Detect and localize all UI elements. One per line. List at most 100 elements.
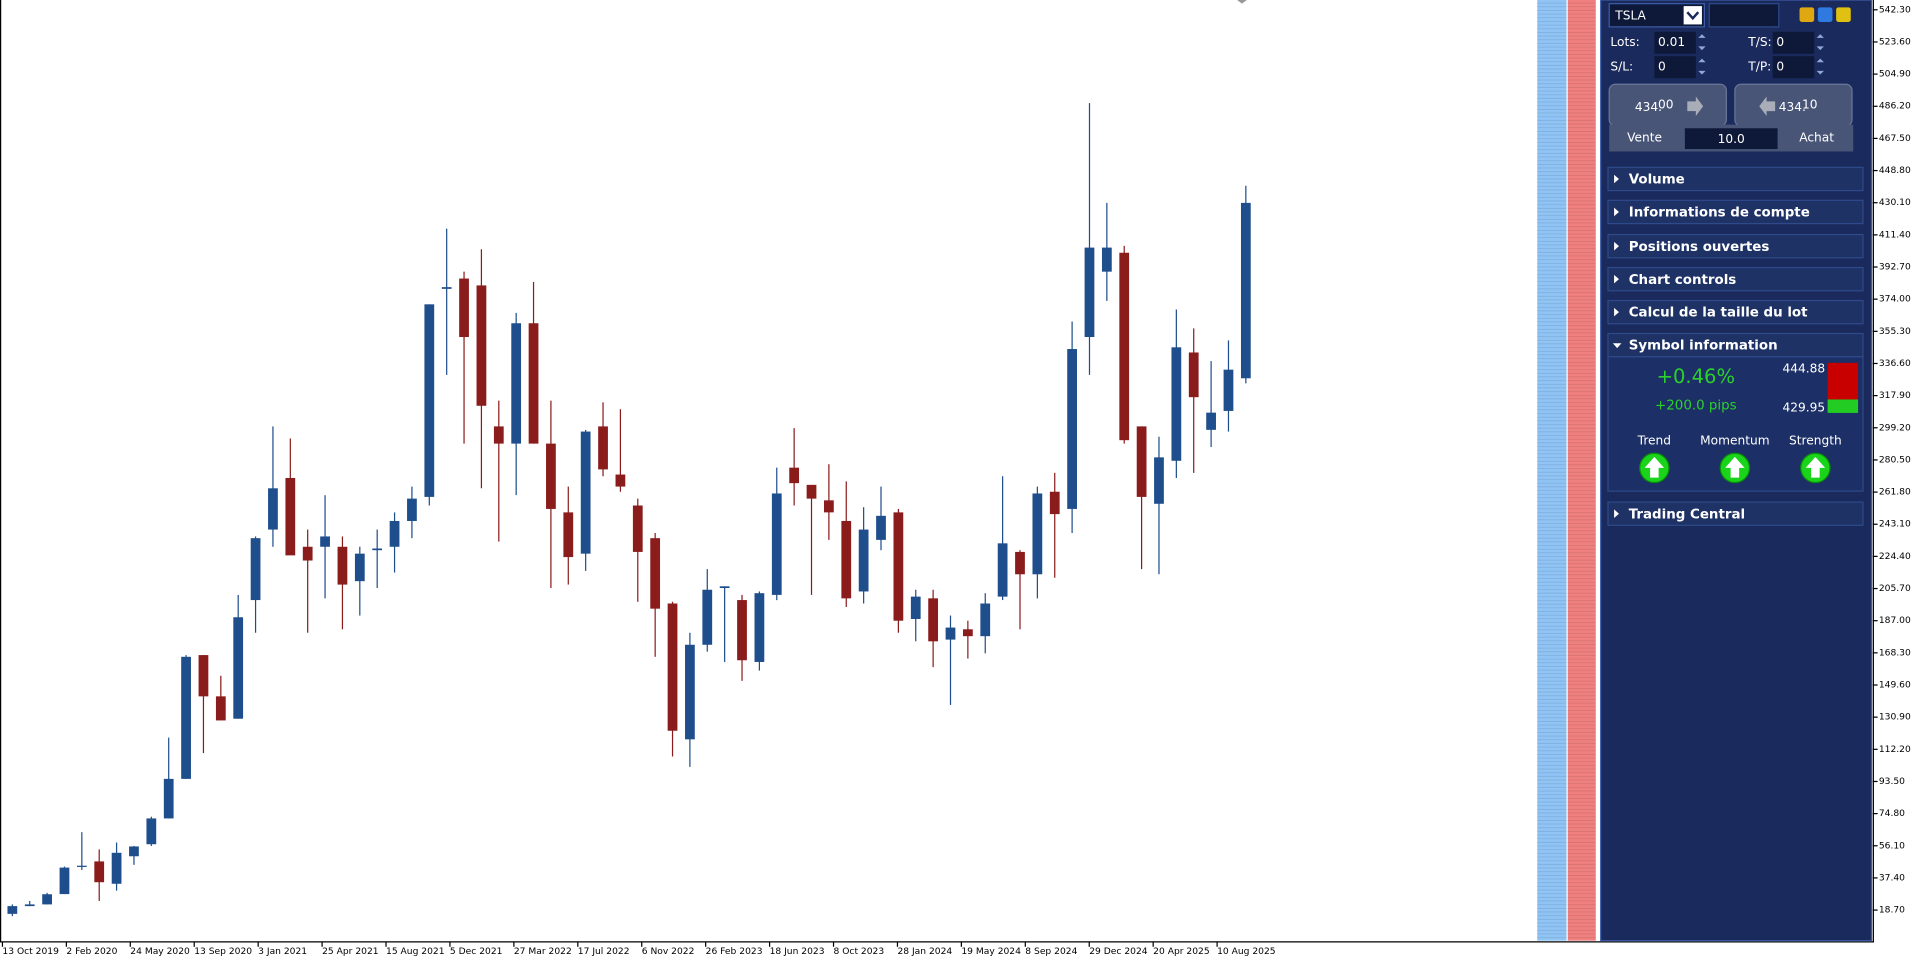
section-header[interactable] bbox=[1607, 266, 1864, 292]
candle-body bbox=[980, 603, 991, 637]
candle-body bbox=[737, 600, 747, 661]
section-title: Trading Central bbox=[1629, 507, 1745, 522]
section-arrow bbox=[1614, 307, 1619, 317]
chevron bbox=[1686, 11, 1700, 21]
y-tick-label: 112.20 bbox=[1879, 745, 1911, 755]
section-header[interactable] bbox=[1607, 199, 1864, 225]
candle-body bbox=[1084, 247, 1095, 337]
x-tick-label: 6 Nov 2022 bbox=[642, 947, 695, 957]
buy-arrow bbox=[1759, 96, 1776, 117]
section-arrow bbox=[1614, 274, 1619, 284]
candle-body bbox=[580, 431, 591, 554]
spread-input[interactable] bbox=[1684, 128, 1778, 150]
x-tick-label: 17 Jul 2022 bbox=[578, 947, 630, 957]
x-tick-label: 29 Dec 2024 bbox=[1089, 947, 1148, 957]
candle-body bbox=[1136, 426, 1147, 497]
candle-body bbox=[702, 589, 713, 645]
day-high: 444.88 bbox=[1783, 361, 1826, 375]
section-header[interactable] bbox=[1607, 501, 1864, 526]
tp-input[interactable] bbox=[1772, 56, 1815, 79]
candle-body bbox=[285, 477, 296, 556]
candle-body bbox=[459, 278, 469, 337]
search-box[interactable] bbox=[1708, 3, 1780, 28]
indicator-label: Momentum bbox=[1700, 434, 1769, 448]
x-tick-label: 13 Sep 2020 bbox=[194, 947, 252, 957]
section-title: Symbol information bbox=[1629, 339, 1778, 354]
marker bbox=[1237, 0, 1247, 4]
candle-body bbox=[771, 493, 782, 595]
section-header[interactable] bbox=[1607, 233, 1864, 259]
section-header[interactable] bbox=[1607, 166, 1864, 192]
candle-body bbox=[372, 548, 383, 551]
candle-body bbox=[198, 655, 209, 697]
candle-body bbox=[233, 617, 244, 719]
x-tick-label: 27 Mar 2022 bbox=[514, 947, 572, 957]
candle-body bbox=[841, 520, 852, 599]
candle-body bbox=[650, 538, 661, 609]
sl-label: S/L: bbox=[1610, 60, 1633, 74]
range-red bbox=[1827, 362, 1859, 400]
candle-body bbox=[563, 512, 574, 558]
candle-body bbox=[163, 778, 174, 819]
sl-value: 0 bbox=[1658, 60, 1666, 74]
candle-body bbox=[615, 474, 626, 487]
panel-controls: TSLA Lots: 0.01 T/S: 0 S/L: 0 T/P: 0 434… bbox=[1607, 3, 1864, 526]
candle-body bbox=[424, 304, 435, 497]
icon-expand[interactable] bbox=[1836, 7, 1851, 22]
candle-body bbox=[268, 488, 278, 530]
candle-body bbox=[632, 505, 643, 552]
y-tick-label: 93.50 bbox=[1879, 777, 1905, 787]
candle-body bbox=[250, 538, 261, 601]
candle-body bbox=[1154, 457, 1164, 504]
candle-body bbox=[181, 656, 191, 779]
y-tick-label: 523.60 bbox=[1879, 37, 1911, 47]
y-tick-label: 299.20 bbox=[1879, 423, 1911, 433]
x-tick-label: 10 Aug 2025 bbox=[1217, 947, 1276, 957]
y-tick-label: 37.40 bbox=[1879, 873, 1905, 883]
symbol-select[interactable] bbox=[1608, 3, 1705, 28]
candle-body bbox=[320, 536, 330, 547]
icon-settings[interactable] bbox=[1817, 7, 1833, 22]
sell-price-main: 434. bbox=[1635, 100, 1662, 114]
spread: 10.0 bbox=[1718, 132, 1745, 146]
ts-input[interactable] bbox=[1772, 31, 1815, 54]
candle-body bbox=[1067, 349, 1077, 509]
icon-copy[interactable] bbox=[1799, 7, 1815, 22]
candle-body bbox=[354, 553, 365, 582]
x-tick-label: 3 Jan 2021 bbox=[258, 947, 307, 957]
section-arrow bbox=[1614, 241, 1619, 251]
y-tick-label: 224.40 bbox=[1879, 552, 1911, 562]
y-tick-label: 243.10 bbox=[1879, 520, 1911, 530]
candle-body bbox=[667, 603, 678, 731]
dropdown[interactable] bbox=[1683, 6, 1702, 25]
section-header[interactable] bbox=[1607, 299, 1864, 325]
y-tick-label: 392.70 bbox=[1879, 263, 1911, 273]
section-arrow bbox=[1614, 174, 1619, 184]
candle-body bbox=[389, 520, 400, 547]
candle-body bbox=[1206, 412, 1216, 430]
candle-body bbox=[111, 852, 122, 884]
x-tick-label: 15 Aug 2021 bbox=[386, 947, 445, 957]
y-tick-label: 430.10 bbox=[1879, 198, 1911, 208]
x-tick-label: 8 Oct 2023 bbox=[834, 947, 885, 957]
candle-body bbox=[528, 323, 539, 444]
lots-value: 0.01 bbox=[1658, 35, 1685, 49]
candle-body bbox=[476, 285, 487, 406]
lots-label: Lots: bbox=[1610, 35, 1639, 49]
section-header[interactable] bbox=[1607, 332, 1864, 358]
candle-body bbox=[1240, 202, 1251, 379]
buy-price-pips: 10 bbox=[1802, 98, 1818, 112]
x-tick-label: 8 Sep 2024 bbox=[1025, 947, 1077, 957]
y-tick-label: 149.60 bbox=[1879, 680, 1911, 690]
candle-body bbox=[1101, 247, 1112, 272]
candle-body bbox=[1119, 252, 1130, 441]
section-title: Informations de compte bbox=[1629, 206, 1810, 221]
sl-input[interactable] bbox=[1654, 56, 1696, 79]
section-title: Calcul de la taille du lot bbox=[1629, 306, 1808, 321]
y-tick-label: 467.50 bbox=[1879, 134, 1911, 144]
candle-body bbox=[59, 867, 70, 895]
lots-input[interactable] bbox=[1654, 31, 1696, 54]
x-tick-label: 18 Jun 2023 bbox=[770, 947, 825, 957]
x-tick-label: 5 Dec 2021 bbox=[450, 947, 503, 957]
